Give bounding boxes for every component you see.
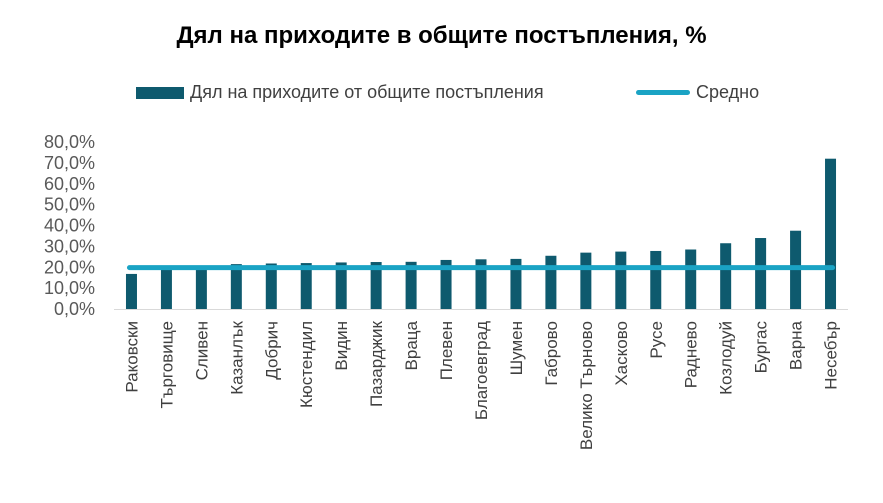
y-tick-label: 10,0% xyxy=(44,278,95,298)
bar xyxy=(825,158,837,309)
y-tick-label: 0,0% xyxy=(54,299,95,319)
x-tick-label: Бургас xyxy=(752,321,771,374)
bar xyxy=(125,273,137,309)
bar xyxy=(370,262,382,309)
x-tick-label: Несебър xyxy=(822,321,841,390)
x-tick-label: Пазарджик xyxy=(367,320,386,407)
y-tick-label: 60,0% xyxy=(44,174,95,194)
bar xyxy=(685,249,697,309)
x-tick-label: Русе xyxy=(647,321,666,359)
x-tick-label: Раднево xyxy=(682,321,701,388)
bar xyxy=(615,251,627,309)
bar xyxy=(195,267,207,309)
legend-item-bars: Дял на приходите от общите постъпления xyxy=(136,82,544,103)
legend-line-swatch xyxy=(636,90,690,95)
bar xyxy=(335,262,347,309)
y-tick-label: 40,0% xyxy=(44,216,95,236)
y-tick-label: 70,0% xyxy=(44,153,95,173)
x-tick-label: Враца xyxy=(402,320,421,370)
x-tick-label: Варна xyxy=(787,320,806,370)
bar xyxy=(265,263,277,309)
bar xyxy=(405,261,417,309)
y-tick-label: 30,0% xyxy=(44,236,95,256)
bar xyxy=(475,259,487,309)
x-tick-label: Благоевград xyxy=(472,321,491,420)
legend-bar-swatch xyxy=(136,86,184,99)
x-tick-label: Кюстендил xyxy=(297,321,316,408)
bar xyxy=(230,264,242,309)
x-tick-label: Шумен xyxy=(507,321,526,375)
bar xyxy=(440,259,452,309)
x-tick-label: Раковски xyxy=(122,321,141,393)
y-tick-label: 80,0% xyxy=(44,132,95,152)
bar xyxy=(300,263,312,309)
x-tick-label: Видин xyxy=(332,321,351,371)
x-tick-label: Козлодуй xyxy=(717,321,736,395)
x-tick-label: Търговище xyxy=(157,321,176,409)
bar xyxy=(510,258,522,309)
legend-bar-label: Дял на приходите от общите постъпления xyxy=(190,82,544,102)
x-tick-label: Сливен xyxy=(192,321,211,380)
bar xyxy=(650,250,662,309)
y-tick-label: 20,0% xyxy=(44,257,95,277)
bar xyxy=(160,268,172,309)
bar xyxy=(755,238,767,309)
bar xyxy=(720,243,732,309)
y-tick-label: 50,0% xyxy=(44,195,95,215)
x-tick-label: Хасково xyxy=(612,321,631,386)
legend-line-label: Средно xyxy=(696,82,760,102)
bar xyxy=(545,255,557,309)
bar xyxy=(580,252,592,309)
x-tick-label: Плевен xyxy=(437,321,456,380)
legend: Дял на приходите от общите постъпления С… xyxy=(0,82,883,106)
legend-item-average: Средно xyxy=(636,82,759,103)
x-tick-label: Велико Търново xyxy=(577,321,596,450)
x-tick-label: Добрич xyxy=(262,321,281,380)
x-tick-label: Казанлък xyxy=(227,320,246,394)
x-tick-label: Габрово xyxy=(542,321,561,386)
chart-title: Дял на приходите в общите постъпления, % xyxy=(176,22,707,49)
